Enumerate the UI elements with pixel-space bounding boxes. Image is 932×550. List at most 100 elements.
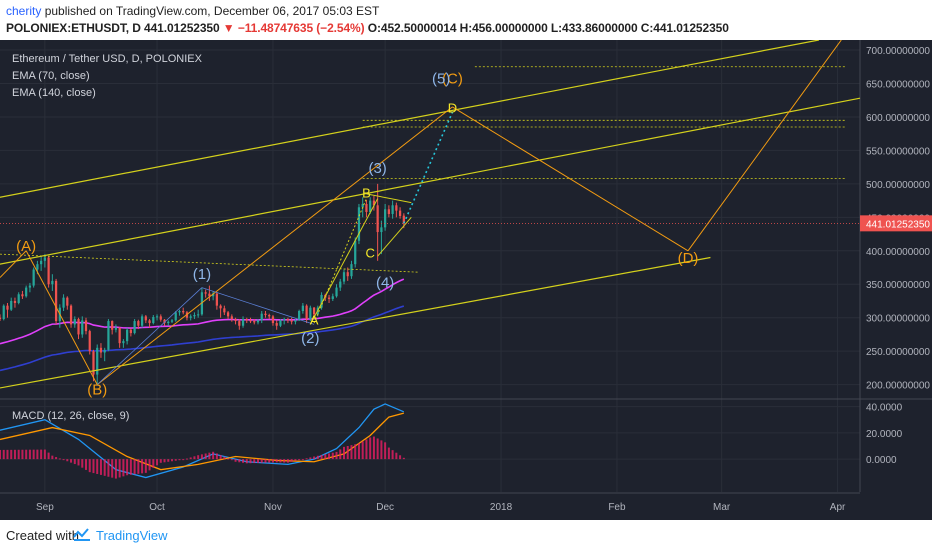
macd-histogram-bar (137, 459, 140, 474)
macd-histogram-bar (25, 449, 28, 460)
candle-body (197, 314, 200, 316)
candle-body (271, 316, 275, 324)
candle-body (346, 272, 349, 277)
candle-body (13, 300, 17, 303)
macd-histogram-bar (21, 449, 24, 460)
price-chart[interactable]: (A) (B) (C) (D) (1) (2) (3) (4) (5) A B C D 200.0000… (0, 39, 932, 520)
candle-body (129, 329, 132, 334)
candle-body (279, 320, 282, 326)
macd-histogram-bar (212, 451, 215, 460)
candle-body (234, 319, 237, 322)
macd-histogram-bar (215, 453, 218, 460)
macd-histogram-bar (2, 449, 5, 460)
y-tick-label: 500.00000000 (866, 180, 930, 191)
candle-body (99, 347, 103, 353)
macd-histogram-bar (13, 449, 16, 460)
macd-histogram-bar (17, 449, 20, 460)
candle-body (81, 320, 84, 335)
down-arrow-icon: ▼ (222, 21, 235, 35)
macd-histogram-bar (309, 457, 312, 460)
macd-histogram-bar (197, 455, 200, 460)
last-price-tag (860, 215, 932, 232)
macd-tick-label: 40.0000 (866, 403, 903, 414)
chart-area[interactable]: (A) (B) (C) (D) (1) (2) (3) (4) (5) A B C D 200.0000… (0, 39, 932, 520)
impulse-line (201, 287, 315, 325)
macd-histogram-bar (372, 436, 375, 460)
macd-histogram-bar (114, 459, 117, 479)
macd-histogram-bar (391, 450, 394, 460)
candle-body (260, 313, 263, 321)
abcd-leg-line (313, 198, 367, 324)
macd-histogram-bar (384, 442, 387, 460)
candle-body (92, 351, 95, 375)
macd-histogram-bar (354, 444, 357, 460)
macd-histogram-bar (268, 459, 271, 463)
macd-histogram-bar (283, 459, 286, 463)
macd-histogram-bar (257, 459, 259, 463)
macd-histogram-bar (141, 459, 144, 474)
macd-histogram-bar (331, 452, 334, 460)
candle-body (178, 311, 181, 313)
macd-histogram-bar (193, 456, 196, 460)
macd-histogram-bar (10, 449, 13, 460)
candle-body (84, 320, 88, 332)
candle-body (66, 297, 69, 306)
macd-histogram-bar (227, 458, 230, 460)
candle-body (372, 200, 376, 206)
wave-label-orange: (B) (87, 382, 107, 399)
candle-body (47, 257, 50, 285)
candle-body (320, 294, 323, 308)
impulse-line (96, 287, 203, 385)
candle-body (40, 260, 43, 265)
candle-body (253, 321, 256, 323)
macd-histogram-bar (230, 459, 233, 461)
projection-line (96, 106, 453, 386)
macd-histogram-bar (365, 439, 368, 460)
macd-histogram-bar (324, 454, 327, 460)
abcd-label: C (365, 245, 374, 260)
y-tick-label: 200.00000000 (866, 381, 930, 392)
candle-body (312, 307, 316, 315)
macd-histogram-bar (286, 459, 289, 463)
candle-body (174, 312, 177, 321)
tradingview-brand[interactable]: TradingView (96, 528, 168, 543)
macd-histogram-bar (219, 455, 222, 460)
macd-histogram-bar (301, 459, 304, 461)
candle-body (275, 323, 278, 326)
macd-histogram-bar (343, 446, 345, 460)
candle-body (357, 207, 361, 241)
macd-histogram-bar (316, 455, 319, 460)
x-tick-label: Sep (36, 502, 54, 513)
y-tick-label: 550.00000000 (866, 146, 930, 157)
wave-label-orange: (D) (678, 250, 699, 267)
candle-body (88, 331, 91, 352)
candle-body (294, 320, 297, 322)
candle-body (114, 327, 118, 330)
macd-histogram-bar (55, 457, 58, 460)
candle-body (133, 321, 136, 334)
wedge-lower-line (377, 216, 412, 257)
macd-histogram-bar (294, 459, 297, 461)
macd-histogram-bar (290, 459, 293, 462)
macd-histogram-bar (96, 459, 99, 474)
candle-body (17, 294, 20, 303)
macd-histogram-bar (129, 459, 132, 475)
wave-label-orange: (A) (16, 238, 36, 255)
candle-body (241, 319, 245, 326)
candle-body (215, 293, 218, 306)
macd-histogram-bar (88, 459, 91, 473)
macd-histogram-bar (32, 449, 35, 460)
candle-body (361, 203, 364, 208)
candle-body (140, 316, 144, 326)
macd-histogram-bar (328, 453, 331, 460)
macd-histogram-bar (58, 458, 61, 460)
tradingview-logo-icon (73, 528, 90, 541)
macd-histogram-bar (361, 441, 364, 460)
y-tick-label: 650.00000000 (866, 79, 930, 90)
candle-body (387, 209, 390, 214)
x-tick-label: Feb (608, 502, 626, 513)
macd-histogram-bar (66, 459, 69, 462)
candle-body (170, 320, 174, 322)
macd-histogram-bar (275, 459, 278, 463)
author-link[interactable]: cherity (6, 4, 42, 18)
